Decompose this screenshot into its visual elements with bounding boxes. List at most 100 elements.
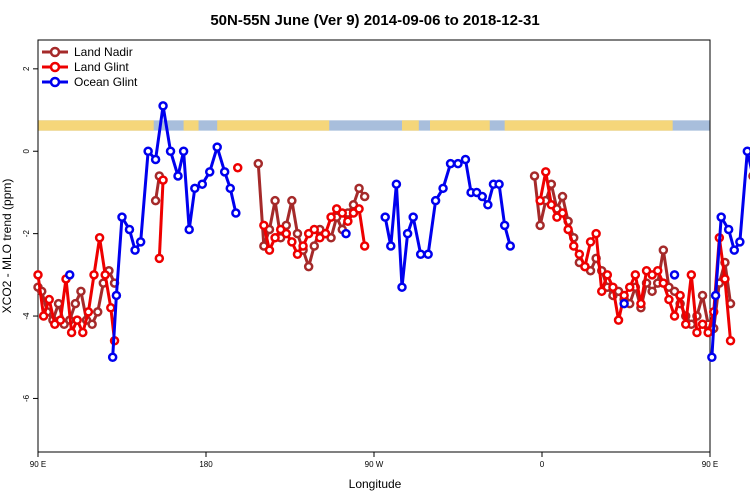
data-point-land-glint: [281, 228, 292, 239]
data-point-ocean-glint: [231, 208, 241, 218]
data-point-land-glint: [535, 195, 545, 206]
data-point-ocean-glint: [430, 195, 441, 206]
data-point-ocean-glint: [178, 146, 189, 156]
data-point-ocean-glint: [219, 167, 230, 177]
data-point-land-glint: [287, 237, 297, 247]
data-point-ocean-glint: [184, 224, 194, 235]
data-point-ocean-glint: [135, 237, 146, 247]
data-point-land-glint: [652, 265, 663, 276]
land-band-segment: [402, 120, 419, 131]
land-band-segment: [217, 120, 330, 131]
data-point-land-glint: [232, 162, 243, 173]
data-point-land-glint: [557, 208, 568, 218]
data-point-land-nadir: [535, 220, 545, 231]
data-point-land-nadir: [359, 191, 370, 202]
data-point-ocean-glint: [225, 183, 236, 194]
data-point-land-glint: [94, 233, 105, 243]
legend-marker-ocean-glint: [49, 76, 61, 88]
data-point-ocean-glint: [111, 290, 122, 301]
data-point-land-glint: [326, 212, 336, 222]
data-point-ocean-glint: [212, 142, 222, 152]
data-point-ocean-glint: [341, 228, 351, 239]
data-point-land-glint: [608, 282, 618, 292]
data-point-ocean-glint: [483, 200, 493, 210]
data-point-land-nadir: [253, 158, 264, 169]
data-point-land-glint: [320, 228, 331, 239]
data-point-ocean-glint: [117, 212, 127, 222]
data-point-ocean-glint: [107, 352, 118, 362]
data-point-land-glint: [664, 294, 674, 305]
data-point-land-glint: [686, 270, 697, 280]
legend-marker-land-glint: [49, 61, 61, 73]
data-point-land-glint: [259, 220, 269, 231]
legend-item-land-glint: Land Glint: [42, 60, 129, 74]
legend-label-land-nadir: Land Nadir: [74, 45, 133, 59]
x-tick-label: 0: [540, 460, 545, 469]
y-tick-label: -2: [22, 230, 31, 238]
series-line-land-glint: [157, 180, 165, 259]
data-point-ocean-glint: [619, 298, 629, 309]
series-ocean-glint: [64, 101, 750, 362]
data-point-ocean-glint: [197, 179, 208, 189]
data-point-ocean-glint: [408, 212, 418, 222]
y-tick-label: -6: [22, 394, 31, 402]
land-ocean-band: [38, 120, 710, 131]
chart-title: 50N-55N June (Ver 9) 2014-09-06 to 2018-…: [210, 12, 539, 29]
data-point-land-nadir: [70, 298, 81, 309]
data-point-land-nadir: [150, 195, 161, 206]
data-point-land-glint: [66, 327, 77, 338]
data-point-land-glint: [546, 200, 557, 210]
data-point-land-glint: [669, 311, 680, 321]
data-point-ocean-glint: [723, 224, 734, 235]
data-point-land-glint: [154, 253, 165, 264]
data-point-ocean-glint: [130, 245, 140, 255]
data-point-land-glint: [619, 290, 629, 301]
data-point-land-glint: [630, 270, 641, 280]
data-point-land-nadir: [647, 286, 657, 297]
data-point-ocean-glint: [494, 179, 504, 189]
data-point-land-glint: [298, 241, 308, 251]
data-point-land-nadir: [287, 195, 297, 206]
data-point-ocean-glint: [204, 167, 215, 177]
legend-marker-land-nadir: [49, 46, 61, 58]
land-band-segment: [183, 120, 199, 131]
data-point-land-nadir: [309, 241, 320, 251]
data-point-ocean-glint: [499, 220, 510, 231]
data-point-land-glint: [100, 270, 110, 280]
data-point-ocean-glint: [453, 158, 463, 169]
series-land-glint: [33, 162, 736, 346]
data-point-land-glint: [675, 290, 685, 301]
data-point-ocean-glint: [165, 146, 176, 156]
y-tick-label: -4: [22, 312, 31, 320]
data-point-land-glint: [359, 241, 370, 251]
data-point-land-glint: [720, 274, 730, 284]
data-point-ocean-glint: [707, 352, 717, 362]
data-point-ocean-glint: [460, 154, 471, 165]
data-point-land-nadir: [76, 286, 86, 297]
data-point-land-glint: [158, 175, 168, 185]
data-point-land-glint: [580, 261, 590, 272]
data-point-land-glint: [540, 167, 551, 177]
data-point-ocean-glint: [477, 191, 488, 202]
data-point-land-glint: [78, 327, 88, 338]
x-tick-label: 90 E: [30, 460, 46, 469]
data-point-land-glint: [38, 311, 49, 321]
data-point-ocean-glint: [735, 237, 745, 247]
data-point-land-glint: [72, 315, 82, 325]
data-point-land-glint: [591, 228, 601, 239]
data-point-land-glint: [658, 278, 669, 288]
data-point-ocean-glint: [397, 282, 407, 292]
data-point-land-nadir: [658, 245, 669, 255]
data-point-land-nadir: [557, 191, 568, 202]
x-axis-label: Longitude: [349, 477, 402, 491]
data-point-ocean-glint: [158, 101, 168, 111]
y-tick-label: 0: [22, 148, 31, 153]
legend-label-land-glint: Land Glint: [74, 60, 129, 74]
data-point-land-glint: [83, 307, 94, 317]
data-point-land-glint: [292, 249, 303, 259]
legend-item-ocean-glint: Ocean Glint: [42, 75, 138, 89]
data-point-land-glint: [613, 315, 624, 325]
data-point-ocean-glint: [415, 249, 426, 259]
data-point-land-glint: [89, 270, 99, 280]
